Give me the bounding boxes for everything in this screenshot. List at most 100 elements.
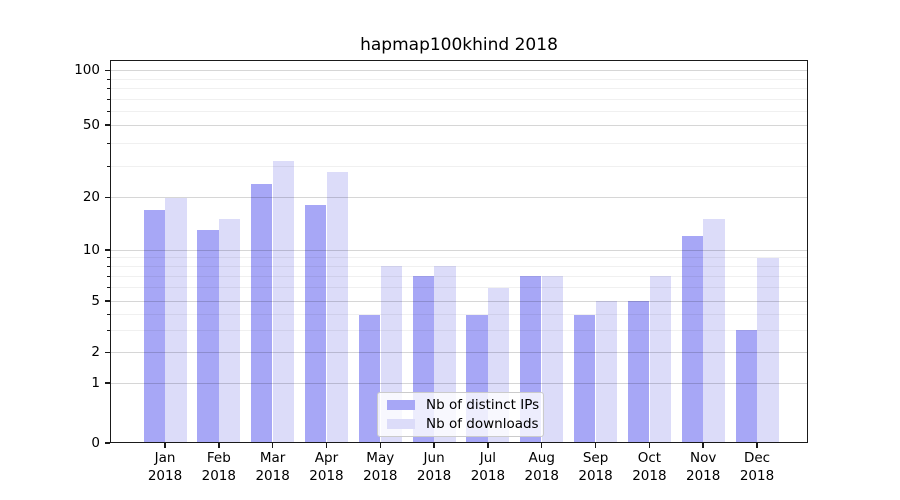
bar-jan-distinct-ips (143, 209, 165, 443)
x-tick-label-oct: Oct 2018 (620, 450, 678, 485)
gridline-major-10 (111, 249, 807, 251)
gridline-minor-60 (111, 110, 807, 112)
y-tick-minor-4 (107, 314, 110, 315)
bar-aug-downloads (541, 276, 564, 443)
gridline-minor-7 (111, 275, 807, 277)
gridline-minor-40 (111, 142, 807, 144)
y-tick-label-10: 10 (82, 241, 100, 258)
y-tick-minor-3 (107, 329, 110, 331)
gridline-major-20 (111, 197, 807, 198)
gridline-major-100 (111, 70, 807, 71)
gridline-minor-70 (111, 98, 807, 100)
x-label-month: Apr (314, 450, 339, 466)
gridline-minor-6 (111, 287, 807, 289)
x-label-month: Dec (743, 450, 771, 466)
bar-dec-downloads (757, 257, 779, 443)
y-tick-label-1: 1 (91, 374, 100, 391)
x-label-month: Feb (206, 450, 231, 466)
y-tick-2 (105, 351, 110, 354)
bar-apr-distinct-ips (304, 205, 327, 443)
x-tick-apr (325, 443, 328, 448)
bar-jan-downloads (165, 197, 187, 443)
x-label-month: Jun (423, 450, 445, 466)
bar-mar-downloads (272, 161, 295, 443)
x-label-year: 2018 (416, 467, 452, 484)
x-tick-jan (164, 443, 166, 448)
x-tick-label-apr: Apr 2018 (297, 450, 355, 485)
bar-oct-downloads (649, 276, 671, 443)
gridline-minor-4 (111, 314, 807, 315)
x-label-month: Oct (637, 450, 662, 466)
y-tick-minor-6 (107, 287, 110, 289)
gridline-minor-30 (111, 166, 807, 167)
x-label-year: 2018 (201, 467, 236, 484)
x-label-year: 2018 (363, 467, 398, 484)
y-tick-5 (105, 300, 110, 302)
x-label-year: 2018 (632, 467, 667, 484)
y-tick-1 (105, 382, 110, 384)
x-tick-label-dec: Dec 2018 (728, 450, 786, 485)
legend-swatch-downloads (387, 419, 415, 429)
bar-feb-downloads (219, 219, 241, 443)
x-tick-sep (594, 443, 597, 448)
legend-item-downloads: Nb of downloads (387, 416, 539, 432)
x-label-year: 2018 (255, 467, 290, 484)
gridline-major-2 (111, 352, 807, 353)
bar-nov-downloads (703, 219, 725, 443)
x-tick-label-feb: Feb 2018 (190, 450, 248, 485)
x-label-month: Jan (154, 450, 176, 466)
y-tick-minor-30 (107, 166, 110, 167)
x-label-month: Jul (479, 450, 497, 466)
gridline-minor-8 (111, 265, 807, 267)
x-tick-label-may: May 2018 (351, 450, 409, 485)
x-tick-may (379, 443, 382, 448)
x-tick-label-nov: Nov 2018 (674, 450, 732, 485)
gridline-minor-90 (111, 78, 807, 80)
y-tick-label-20: 20 (82, 189, 100, 205)
gridline-major-50 (111, 124, 807, 126)
x-tick-jun (433, 443, 435, 448)
y-tick-label-2: 2 (91, 344, 100, 360)
y-tick-minor-60 (107, 110, 110, 112)
x-label-month: Sep (582, 450, 609, 466)
x-tick-label-jun: Jun 2018 (405, 450, 463, 485)
y-tick-20 (105, 196, 110, 199)
y-tick-minor-70 (107, 98, 110, 100)
y-tick-label-5: 5 (91, 292, 100, 309)
x-tick-label-jan: Jan 2018 (136, 450, 194, 485)
x-tick-label-mar: Mar 2018 (244, 450, 302, 485)
x-tick-feb (218, 443, 220, 448)
gridline-minor-80 (111, 87, 807, 89)
y-tick-10 (105, 249, 110, 251)
y-tick-label-50: 50 (82, 116, 100, 133)
x-tick-label-aug: Aug 2018 (513, 450, 571, 485)
legend-label-downloads: Nb of downloads (426, 416, 539, 432)
gridline-major-5 (111, 300, 807, 302)
x-tick-jul (487, 443, 489, 448)
y-tick-100 (105, 69, 110, 72)
x-label-year: 2018 (578, 467, 613, 484)
x-label-month: Mar (259, 450, 286, 466)
x-label-year: 2018 (309, 467, 344, 484)
x-tick-aug (540, 443, 543, 448)
gridline-minor-3 (111, 329, 807, 331)
bar-apr-downloads (326, 171, 348, 443)
x-label-month: Aug (528, 450, 555, 466)
legend-swatch-distinct-ips (387, 400, 415, 410)
x-label-month: May (366, 450, 395, 466)
y-tick-minor-9 (107, 257, 110, 259)
bar-oct-distinct-ips (627, 301, 650, 443)
bar-nov-distinct-ips (681, 236, 703, 443)
y-tick-label-0: 0 (91, 434, 100, 451)
x-label-year: 2018 (470, 467, 506, 484)
x-label-year: 2018 (147, 467, 183, 484)
bar-dec-distinct-ips (735, 330, 757, 443)
legend-item-distinct-ips: Nb of distinct IPs (387, 397, 539, 413)
x-tick-mar (271, 443, 274, 448)
legend: Nb of distinct IPs Nb of downloads (377, 392, 544, 437)
x-label-year: 2018 (739, 467, 775, 484)
gridline-major-1 (111, 382, 807, 384)
bar-may-distinct-ips (358, 314, 381, 443)
bar-feb-distinct-ips (197, 230, 219, 443)
